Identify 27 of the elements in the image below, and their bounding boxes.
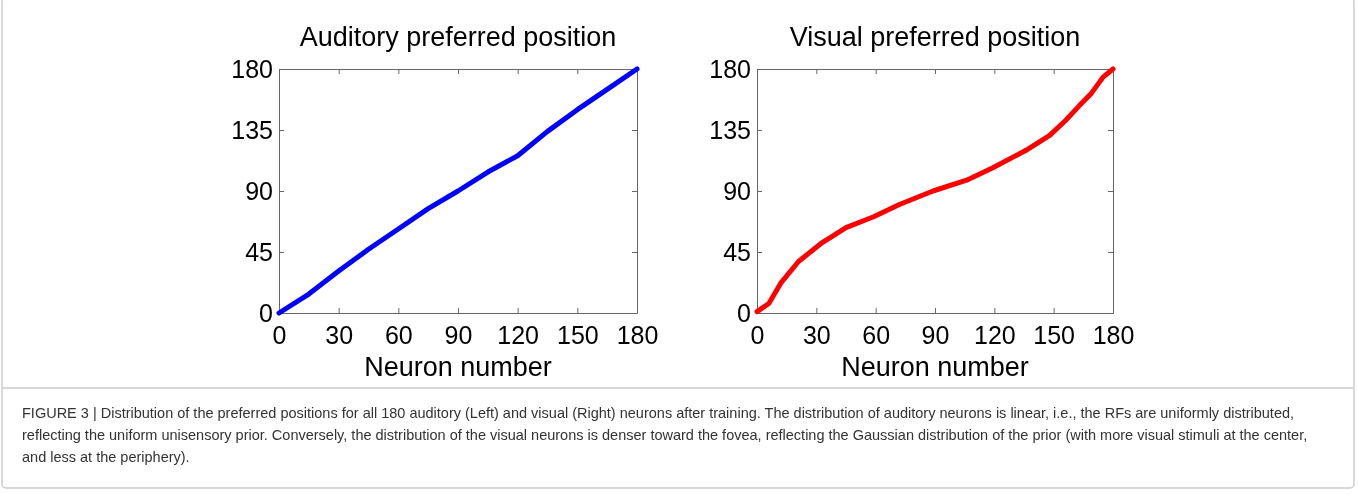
chart-title: Visual preferred position [789,22,1081,52]
y-tick-label: 135 [231,115,273,144]
x-tick-label: 30 [325,320,354,349]
x-tick-label: 150 [1033,320,1076,349]
x-tick-label: 120 [497,320,540,349]
caption: FIGURE 3 | Distribution of the preferred positions for all 180 auditory (Left) and visual (Right) neurons after training. The distribution of auditory neurons is linear, i.e., the RFs are uniformly distributed, reflecting the uniform unisensory prior. Conversely, the distribution of the visual neurons is denser toward the fovea, reflecting the Gaussian distribution of the prior (with more visual stimuli at the center, and less at the periphery). [22,404,1309,467]
x-tick-label: 90 [444,320,473,349]
y-tick-label: 90 [245,176,273,205]
y-tick-label: 45 [245,237,273,266]
x-axis-title: Neuron number [364,352,552,382]
x-tick-label: 150 [556,320,599,349]
x-tick-label: 60 [384,320,413,349]
x-tick-label: 180 [616,320,659,349]
y-tick-label: 90 [723,176,751,205]
x-tick-label: 30 [802,320,831,349]
y-tick-label: 135 [709,115,751,144]
x-tick-label: 120 [973,320,1016,349]
x-axis-title: Neuron number [841,352,1029,382]
x-tick-label: 180 [1092,320,1135,349]
y-tick-label: 180 [231,54,273,83]
x-tick-label: 60 [862,320,891,349]
x-tick-label: 90 [921,320,950,349]
y-tick-label: 0 [259,298,273,327]
y-tick-label: 180 [709,54,751,83]
y-tick-label: 0 [737,298,751,327]
chart-title: Auditory preferred position [299,22,617,52]
y-tick-label: 45 [723,237,751,266]
